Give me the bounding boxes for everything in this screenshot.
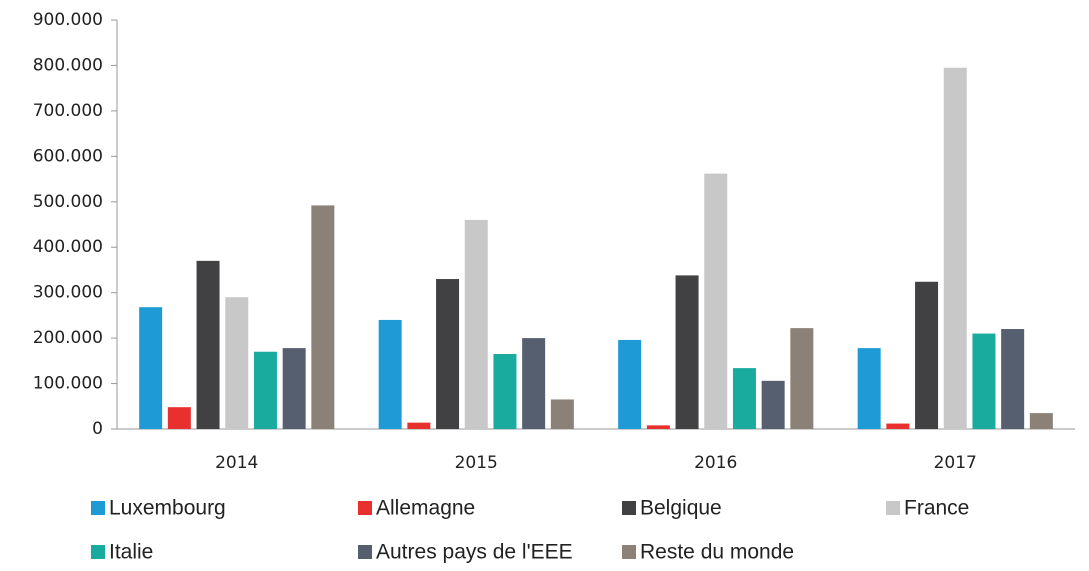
- bar: [407, 422, 431, 429]
- bar: [943, 67, 967, 429]
- y-tick-label: 500.000: [33, 192, 103, 212]
- bar: [761, 380, 785, 429]
- legend-label: Allemagne: [376, 497, 475, 520]
- legend-swatch: [91, 545, 105, 559]
- y-tick-label: 0: [92, 419, 103, 439]
- y-tick-label: 800.000: [33, 55, 103, 75]
- bar: [282, 348, 306, 429]
- bar: [857, 348, 881, 429]
- bar: [732, 368, 756, 429]
- bar: [886, 423, 910, 429]
- legend-label: Reste du monde: [640, 541, 794, 564]
- y-tick-label: 400.000: [33, 237, 103, 257]
- bar: [311, 205, 335, 429]
- bar: [790, 328, 814, 429]
- x-tick-label: 2015: [455, 453, 498, 473]
- bar: [225, 297, 249, 429]
- x-tick-label: 2014: [215, 453, 258, 473]
- bar: [972, 333, 996, 429]
- legend-label: Luxembourg: [109, 497, 226, 520]
- bar: [1001, 329, 1025, 429]
- bar: [646, 425, 670, 429]
- bar: [196, 260, 220, 429]
- x-tick-label: 2016: [694, 453, 737, 473]
- bar: [704, 173, 728, 429]
- y-tick-label: 300.000: [33, 283, 103, 303]
- bar: [915, 281, 939, 429]
- y-tick-label: 600.000: [33, 146, 103, 166]
- bar: [253, 351, 277, 429]
- legend-label: Italie: [109, 541, 153, 564]
- bar: [675, 275, 699, 429]
- legend-swatch: [622, 501, 636, 515]
- bar: [1029, 413, 1053, 429]
- bar: [550, 399, 574, 429]
- bar: [139, 307, 163, 429]
- legend-label: Autres pays de l'EEE: [376, 541, 573, 564]
- x-tick-label: 2017: [934, 453, 977, 473]
- bar: [522, 338, 546, 429]
- y-tick-label: 100.000: [33, 374, 103, 394]
- legend-label: Belgique: [640, 497, 722, 520]
- legend-swatch: [91, 501, 105, 515]
- bar: [436, 279, 460, 429]
- legend-swatch: [622, 545, 636, 559]
- legend-label: France: [904, 497, 969, 520]
- y-tick-label: 200.000: [33, 328, 103, 348]
- bar: [493, 354, 517, 429]
- bar: [618, 339, 642, 429]
- bar: [378, 319, 402, 429]
- bar: [167, 407, 191, 429]
- legend-swatch: [886, 501, 900, 515]
- legend-swatch: [358, 545, 372, 559]
- bar: [464, 219, 488, 429]
- y-tick-label: 700.000: [33, 101, 103, 121]
- y-tick-label: 900.000: [33, 10, 103, 30]
- legend-swatch: [358, 501, 372, 515]
